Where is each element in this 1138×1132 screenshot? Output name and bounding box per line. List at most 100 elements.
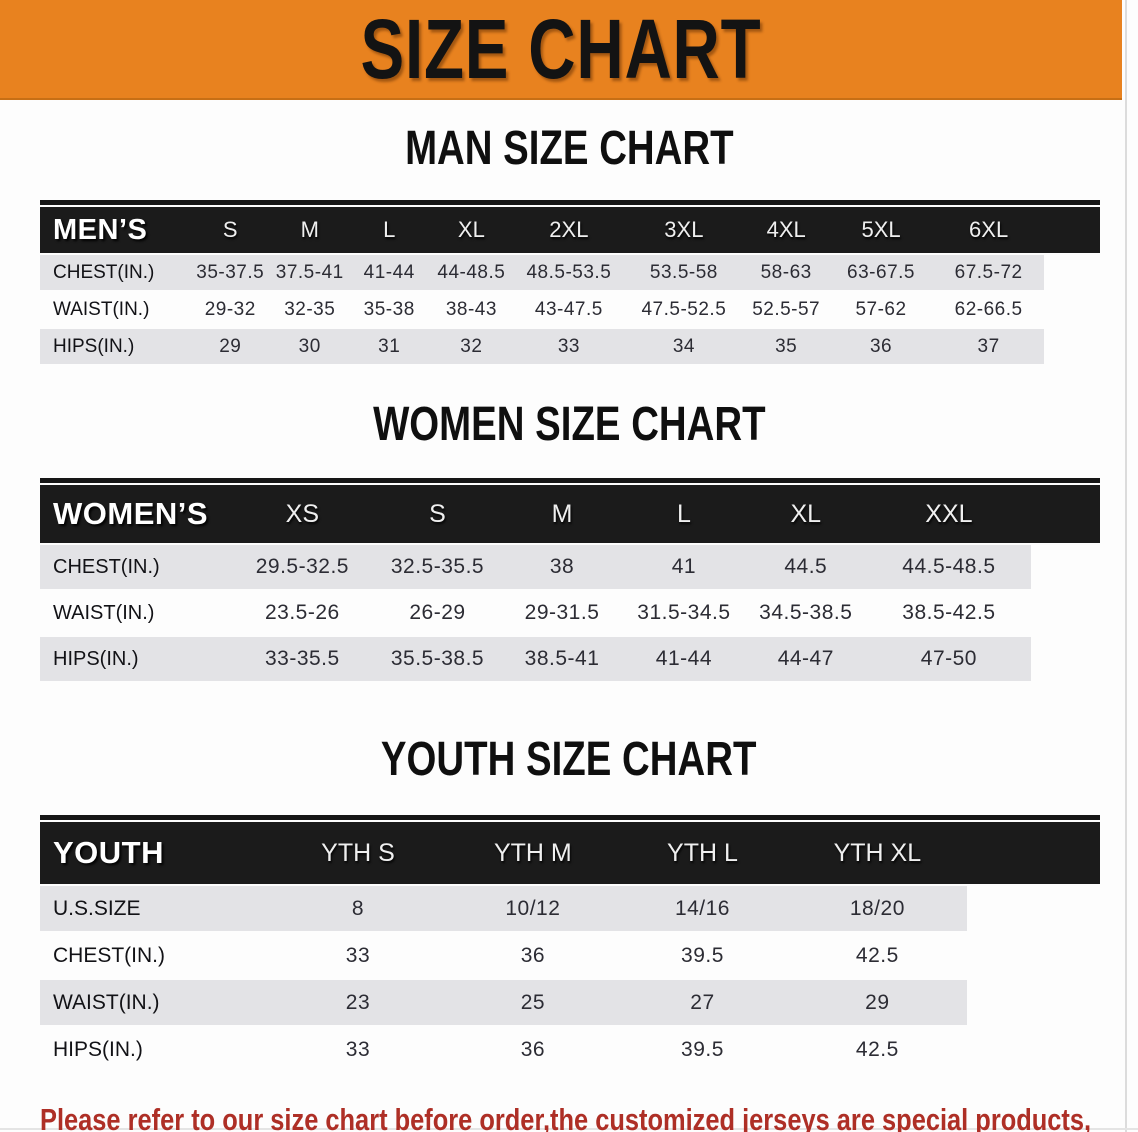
banner-title: SIZE CHART bbox=[360, 2, 762, 96]
women-col-header: M bbox=[501, 485, 623, 543]
men-col-header: S bbox=[190, 207, 270, 253]
women-header-row: WOMEN’S XS S M L XL XXL bbox=[40, 485, 1100, 543]
women-group-label: WOMEN’S bbox=[40, 485, 231, 543]
men-chest-cell: 41-44 bbox=[349, 255, 429, 290]
men-row-filler bbox=[1044, 255, 1100, 290]
youth-section-heading: YOUTH SIZE CHART bbox=[0, 735, 1138, 793]
disclaimer: Please refer to our size chart before or… bbox=[40, 1096, 1138, 1132]
youth-chest-cell: 39.5 bbox=[617, 933, 788, 978]
youth-hips-cell: 39.5 bbox=[617, 1027, 788, 1072]
men-chest-cell: 53.5-58 bbox=[624, 255, 744, 290]
men-hips-cell: 34 bbox=[624, 329, 744, 364]
women-waist-cell: 23.5-26 bbox=[230, 591, 374, 635]
men-waist-row: WAIST(IN.) 29-32 32-35 35-38 38-43 43-47… bbox=[40, 292, 1100, 327]
men-waist-cell: 32-35 bbox=[270, 292, 350, 327]
men-col-header: 3XL bbox=[624, 207, 744, 253]
men-col-header: M bbox=[270, 207, 350, 253]
men-group-label: MEN’S bbox=[40, 207, 191, 253]
men-header-row: MEN’S S M L XL 2XL 3XL 4XL 5XL 6XL bbox=[40, 207, 1100, 253]
women-chest-row: CHEST(IN.) 29.5-32.5 32.5-35.5 38 41 44.… bbox=[40, 545, 1100, 589]
women-col-header: XS bbox=[230, 485, 374, 543]
men-chest-cell: 35-37.5 bbox=[190, 255, 270, 290]
men-header-filler bbox=[1043, 207, 1100, 253]
men-col-header: 2XL bbox=[513, 207, 624, 253]
women-col-header: XXL bbox=[866, 485, 1032, 543]
row-label: WAIST(IN.) bbox=[40, 292, 191, 327]
men-hips-cell: 35 bbox=[743, 329, 829, 364]
women-waist-cell: 34.5-38.5 bbox=[744, 591, 867, 635]
men-row-filler bbox=[1044, 329, 1100, 364]
row-label: WAIST(IN.) bbox=[40, 980, 268, 1025]
youth-hips-cell: 42.5 bbox=[787, 1027, 968, 1072]
youth-hips-cell: 36 bbox=[448, 1027, 618, 1072]
women-hips-cell: 35.5-38.5 bbox=[373, 637, 502, 681]
youth-waist-row: WAIST(IN.) 23 25 27 29 bbox=[40, 980, 1100, 1025]
men-row-filler bbox=[1044, 292, 1100, 327]
women-col-header: S bbox=[373, 485, 502, 543]
youth-ussize-cell: 14/16 bbox=[617, 886, 788, 931]
men-chest-cell: 58-63 bbox=[743, 255, 829, 290]
youth-col-header: YTH XL bbox=[787, 822, 968, 884]
youth-header-row: YOUTH YTH S YTH M YTH L YTH XL bbox=[40, 822, 1100, 884]
men-waist-cell: 52.5-57 bbox=[743, 292, 829, 327]
women-hips-cell: 38.5-41 bbox=[501, 637, 623, 681]
men-hips-cell: 33 bbox=[513, 329, 624, 364]
women-section-heading: WOMEN SIZE CHART bbox=[0, 400, 1138, 458]
men-chest-cell: 37.5-41 bbox=[270, 255, 350, 290]
youth-row-filler bbox=[967, 886, 1100, 931]
youth-chest-cell: 33 bbox=[267, 933, 449, 978]
disclaimer-line-1: Please refer to our size chart before or… bbox=[40, 1096, 1138, 1132]
men-waist-cell: 47.5-52.5 bbox=[624, 292, 744, 327]
youth-group-label: YOUTH bbox=[40, 822, 268, 884]
men-waist-cell: 38-43 bbox=[428, 292, 514, 327]
women-row-filler bbox=[1031, 591, 1100, 635]
women-chest-cell: 44.5-48.5 bbox=[866, 545, 1032, 589]
youth-waist-cell: 25 bbox=[448, 980, 618, 1025]
row-label: CHEST(IN.) bbox=[40, 545, 231, 589]
youth-row-filler bbox=[967, 1027, 1100, 1072]
youth-waist-cell: 23 bbox=[267, 980, 449, 1025]
men-size-table: MEN’S S M L XL 2XL 3XL 4XL 5XL 6XL CHEST… bbox=[40, 200, 1100, 366]
women-chest-cell: 38 bbox=[501, 545, 623, 589]
men-waist-cell: 35-38 bbox=[349, 292, 429, 327]
youth-col-header: YTH M bbox=[448, 822, 618, 884]
youth-hips-cell: 33 bbox=[267, 1027, 449, 1072]
row-label: CHEST(IN.) bbox=[40, 933, 268, 978]
women-chest-cell: 29.5-32.5 bbox=[230, 545, 374, 589]
men-hips-cell: 30 bbox=[270, 329, 350, 364]
men-waist-cell: 29-32 bbox=[190, 292, 270, 327]
men-hips-cell: 29 bbox=[190, 329, 270, 364]
row-label: HIPS(IN.) bbox=[40, 1027, 268, 1072]
women-chest-cell: 41 bbox=[622, 545, 745, 589]
women-col-header: L bbox=[622, 485, 745, 543]
women-header-filler bbox=[1031, 485, 1100, 543]
women-size-table: WOMEN’S XS S M L XL XXL CHEST(IN.) 29.5-… bbox=[40, 478, 1100, 683]
men-chest-cell: 67.5-72 bbox=[933, 255, 1044, 290]
men-section-heading-text: MAN SIZE CHART bbox=[404, 122, 734, 175]
women-row-filler bbox=[1031, 545, 1100, 589]
women-row-filler bbox=[1031, 637, 1100, 681]
women-hips-row: HIPS(IN.) 33-35.5 35.5-38.5 38.5-41 41-4… bbox=[40, 637, 1100, 681]
men-chest-cell: 63-67.5 bbox=[828, 255, 934, 290]
women-section-heading-text: WOMEN SIZE CHART bbox=[372, 398, 766, 451]
row-label: WAIST(IN.) bbox=[40, 591, 231, 635]
men-section-heading: MAN SIZE CHART bbox=[0, 124, 1138, 182]
youth-col-header: YTH L bbox=[617, 822, 788, 884]
men-hips-row: HIPS(IN.) 29 30 31 32 33 34 35 36 37 bbox=[40, 329, 1100, 364]
women-hips-cell: 47-50 bbox=[866, 637, 1032, 681]
women-waist-row: WAIST(IN.) 23.5-26 26-29 29-31.5 31.5-34… bbox=[40, 591, 1100, 635]
women-waist-cell: 29-31.5 bbox=[501, 591, 623, 635]
row-label: HIPS(IN.) bbox=[40, 329, 191, 364]
youth-ussize-cell: 10/12 bbox=[448, 886, 618, 931]
women-hips-cell: 44-47 bbox=[744, 637, 867, 681]
youth-chest-row: CHEST(IN.) 33 36 39.5 42.5 bbox=[40, 933, 1100, 978]
men-hips-cell: 36 bbox=[828, 329, 934, 364]
row-label: CHEST(IN.) bbox=[40, 255, 191, 290]
men-hips-cell: 31 bbox=[349, 329, 429, 364]
right-edge-divider bbox=[1125, 0, 1127, 1132]
women-waist-cell: 26-29 bbox=[373, 591, 502, 635]
men-col-header: L bbox=[349, 207, 429, 253]
men-hips-cell: 37 bbox=[933, 329, 1044, 364]
women-waist-cell: 38.5-42.5 bbox=[866, 591, 1032, 635]
